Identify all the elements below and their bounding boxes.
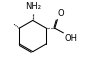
Text: NH₂: NH₂: [25, 2, 41, 11]
Text: O: O: [57, 9, 64, 18]
Text: OH: OH: [65, 34, 78, 43]
